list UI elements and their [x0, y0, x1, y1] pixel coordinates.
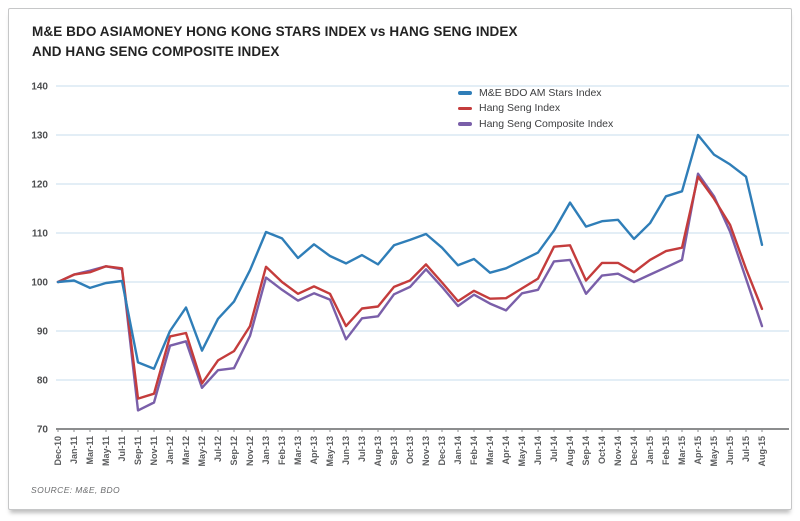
y-axis-tick-label: 120 [31, 180, 48, 191]
x-axis-tick-label: Mar-13 [293, 436, 303, 465]
x-axis-tick-label: Apr-13 [309, 436, 319, 465]
x-axis-tick-label: May-13 [325, 436, 335, 467]
chart-title: M&E BDO ASIAMONEY HONG KONG STARS INDEX … [32, 22, 518, 63]
x-axis-tick-label: Sep-14 [581, 436, 591, 466]
x-axis-tick-label: May-14 [517, 436, 527, 467]
x-axis-tick-label: Aug-15 [757, 436, 767, 467]
y-axis-tick-label: 70 [37, 425, 49, 436]
x-axis-tick-label: Jun-14 [533, 436, 543, 465]
x-axis-tick-label: Nov-14 [613, 436, 623, 466]
chart-card: M&E BDO ASIAMONEY HONG KONG STARS INDEX … [8, 8, 792, 510]
y-axis-tick-label: 110 [32, 229, 49, 240]
legend-marker-icon [458, 91, 472, 95]
legend: M&E BDO AM Stars Index Hang Seng Index Han… [458, 85, 613, 132]
series-line-hang-seng-index [56, 175, 764, 400]
x-axis-tick-label: Sep-13 [389, 436, 399, 466]
x-axis-tick-label: May-12 [197, 436, 207, 467]
x-axis-tick-label: Jul-13 [357, 436, 367, 462]
y-axis-tick-label: 130 [31, 131, 48, 142]
x-axis-tick-label: May-15 [709, 436, 719, 467]
x-axis-tick-label: Nov-13 [421, 436, 431, 466]
y-axis-tick-label: 100 [31, 278, 48, 289]
legend-item: M&E BDO AM Stars Index [458, 85, 613, 101]
x-axis-tick-label: Oct-14 [597, 436, 607, 464]
chart-title-line2: AND HANG SENG COMPOSITE INDEX [32, 44, 280, 60]
legend-item: Hang Seng Composite Index [458, 116, 613, 132]
legend-label: Hang Seng Index [479, 102, 561, 115]
x-axis-tick-label: Jan-12 [165, 436, 175, 465]
x-axis-tick-label: Jun-15 [725, 436, 735, 465]
x-axis-tick-label: Feb-15 [661, 436, 671, 465]
x-axis-tick-label: Apr-14 [501, 436, 511, 465]
x-axis-tick-label: Feb-13 [277, 436, 287, 465]
legend-item: Hang Seng Index [458, 101, 613, 117]
x-axis-tick-label: Sep-12 [229, 436, 239, 466]
x-axis-tick-label: Jul-11 [117, 436, 127, 462]
x-axis-tick-label: Jul-12 [213, 436, 223, 462]
x-axis-tick-label: Dec-14 [629, 436, 639, 466]
x-axis-tick-label: Aug-14 [565, 436, 575, 467]
source-note: SOURCE: M&E, BDO [31, 485, 121, 495]
chart-title-line1: M&E BDO ASIAMONEY HONG KONG STARS INDEX … [32, 24, 518, 39]
x-axis-tick-label: Mar-11 [85, 436, 95, 465]
x-axis-tick-label: Jul-14 [549, 436, 559, 462]
legend-marker-icon [458, 106, 472, 110]
legend-marker-icon [458, 122, 472, 126]
y-axis-tick-label: 140 [31, 82, 48, 93]
x-axis-tick-label: Apr-15 [693, 436, 703, 465]
x-axis-tick-label: Dec-10 [53, 436, 63, 466]
x-axis-tick-label: Mar-12 [181, 436, 191, 465]
y-axis-tick-label: 90 [37, 327, 49, 338]
series-line-m-e-bdo-am-stars-index [56, 133, 764, 370]
x-axis-tick-label: Aug-13 [373, 436, 383, 467]
legend-label: Hang Seng Composite Index [479, 117, 614, 130]
x-axis-tick-label: Jan-15 [645, 436, 655, 465]
series-line-hang-seng-composite-index [56, 172, 764, 412]
x-axis-tick-label: Feb-14 [469, 436, 479, 465]
x-axis-tick-label: Jul-15 [741, 436, 751, 462]
x-axis-tick-label: Oct-13 [405, 436, 415, 464]
y-axis-tick-label: 80 [37, 376, 49, 387]
x-axis-tick-label: Mar-14 [485, 436, 495, 465]
x-axis-tick-label: Jan-11 [69, 436, 79, 464]
line-chart-plot: 140 130 120 110 100 90 80 70 Dec-10 Jan-11 Mar-11 M… [31, 82, 789, 467]
x-axis-tick-label: Dec-13 [437, 436, 447, 466]
x-axis-tick-label: Jan-13 [261, 436, 271, 465]
x-axis-tick-label: Jun-13 [341, 436, 351, 465]
x-axis-tick-label: May-11 [101, 436, 111, 466]
x-axis-tick-label: Nov-11 [149, 436, 159, 466]
x-axis-tick-label: Mar-15 [677, 436, 687, 465]
x-axis-tick-label: Jan-14 [453, 436, 463, 465]
x-axis-tick-label: Sep-11 [133, 436, 143, 465]
legend-label: M&E BDO AM Stars Index [479, 86, 602, 99]
x-axis-tick-label: Nov-12 [245, 436, 255, 466]
